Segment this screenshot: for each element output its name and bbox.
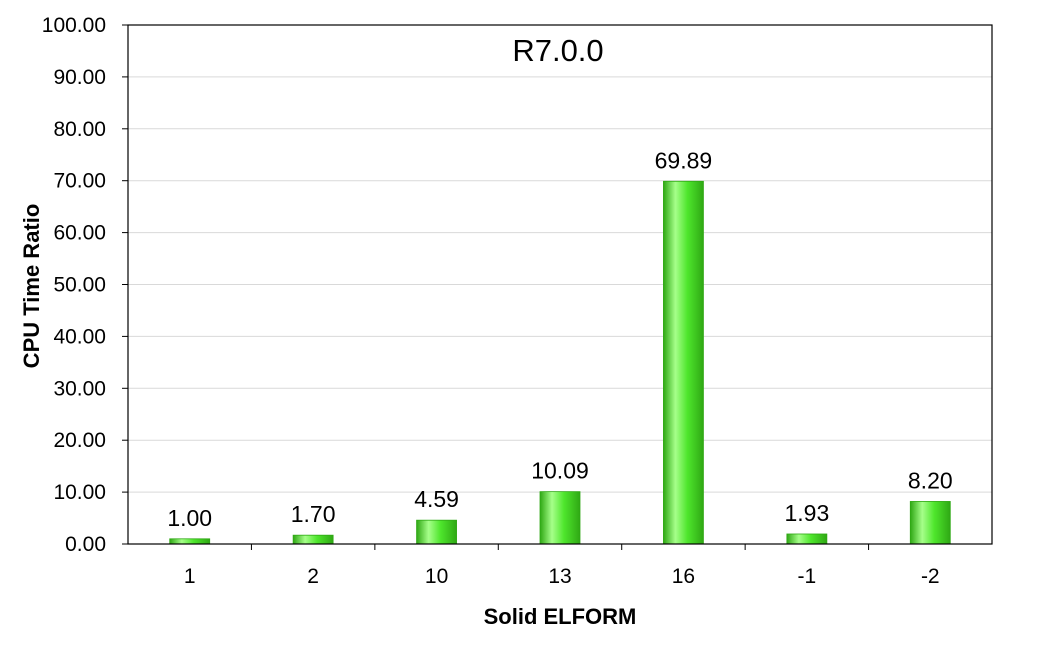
data-label: 8.20: [908, 467, 953, 493]
bar-13: [539, 491, 581, 545]
data-label: 1.70: [291, 501, 336, 527]
bars: [169, 180, 951, 545]
y-tick-label: 50.00: [53, 274, 106, 297]
x-tick-label: 13: [548, 565, 571, 588]
data-label: 1.00: [167, 505, 212, 531]
bar-16: [663, 180, 704, 545]
y-tick-label: 70.00: [53, 170, 106, 193]
gridlines: [128, 24, 992, 493]
x-tick-label: 2: [307, 565, 319, 588]
bar--1: [786, 533, 828, 545]
y-tick-label: 30.00: [53, 377, 106, 400]
plot-frame: [127, 24, 993, 545]
y-tick-label: 10.00: [53, 481, 106, 504]
y-tick-label: 20.00: [53, 429, 106, 452]
x-tick-label: -2: [921, 565, 940, 588]
bar-10: [416, 519, 457, 545]
x-tick-label: -1: [798, 565, 817, 588]
y-tick-label: 60.00: [53, 222, 106, 245]
chart-title: R7.0.0: [512, 33, 603, 68]
data-label: 10.09: [531, 458, 589, 484]
data-label: 69.89: [655, 147, 713, 173]
y-tick-label: 80.00: [53, 118, 106, 141]
bar-1: [169, 538, 211, 545]
y-tick-label: 0.00: [65, 533, 106, 556]
bar-2: [292, 534, 334, 545]
data-label: 4.59: [414, 486, 459, 512]
x-tick-label: 16: [672, 565, 695, 588]
x-tick-label: 10: [425, 565, 448, 588]
axes: [122, 24, 993, 550]
x-tick-label: 1: [184, 565, 196, 588]
labels: 0.00 10.00 20.00 30.00 40.00 50.00 60.00 70.00 8…: [42, 14, 953, 588]
y-tick-label: 100.00: [42, 14, 106, 37]
y-axis-title: CPU Time Ratio: [19, 204, 44, 369]
y-tick-label: 90.00: [53, 66, 106, 89]
y-tick-label: 40.00: [53, 325, 106, 348]
x-axis-title: Solid ELFORM: [484, 604, 637, 629]
data-label: 1.93: [784, 500, 829, 526]
bar--2: [909, 501, 951, 545]
